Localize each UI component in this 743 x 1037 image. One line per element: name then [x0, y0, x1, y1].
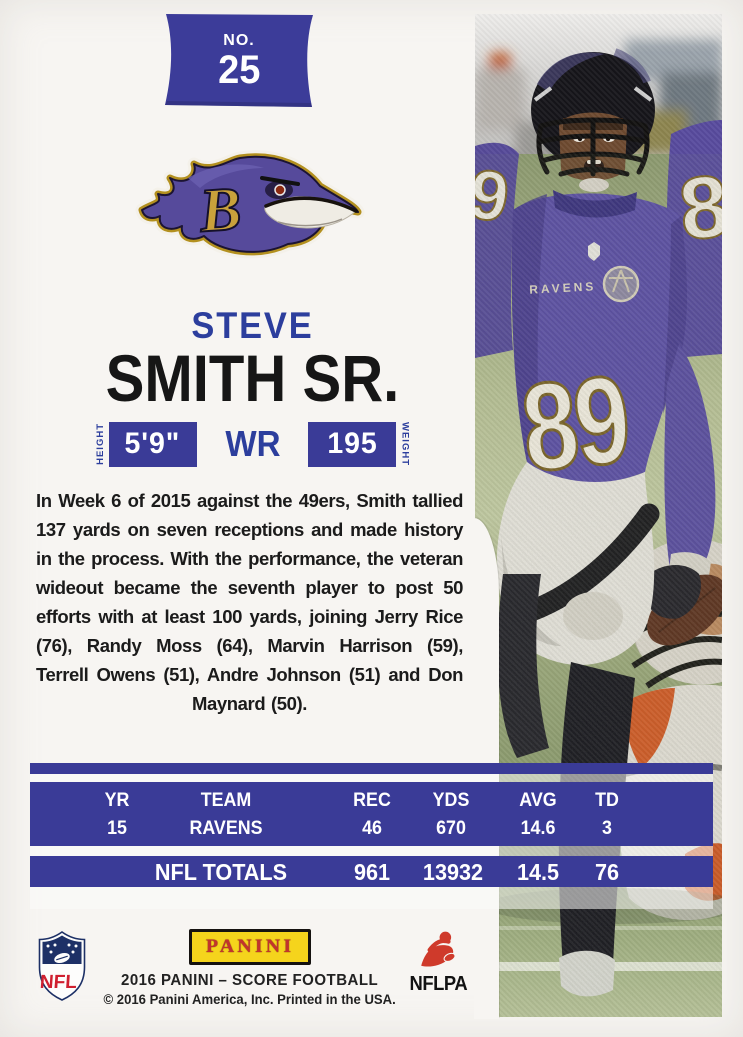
height-value: 5'9" — [124, 427, 181, 460]
copyright-line: © 2016 Panini America, Inc. Printed in t… — [103, 992, 397, 1007]
stats-header-yr: YR — [104, 790, 130, 811]
totals-yds: 13932 — [422, 859, 483, 885]
stats-team: RAVENS — [189, 818, 263, 839]
stats-table: YR TEAM REC YDS AVG TD 15 RAVENS 46 670 … — [30, 763, 713, 909]
stats-yr: 15 — [106, 818, 127, 839]
totals-label: NFL TOTALS — [155, 859, 288, 885]
nflpa-logo: NFLPA — [406, 929, 470, 996]
stats-yds: 670 — [436, 818, 467, 839]
weight-value-box: 195 — [308, 421, 397, 467]
stats-header-td: TD — [595, 790, 620, 811]
stats-td: 3 — [602, 818, 613, 839]
stats-main-block: YR TEAM REC YDS AVG TD 15 RAVENS 46 670 … — [30, 782, 713, 846]
bio-bar: HEIGHT 5'9" WR 195 WEIGHT — [30, 421, 475, 467]
player-first-name: STEVE — [191, 305, 314, 346]
card-number-label: NO. — [223, 31, 255, 49]
totals-td: 76 — [595, 859, 620, 885]
product-line: 2016 PANINI – SCORE FOOTBALL — [121, 972, 379, 989]
raven-head: B — [128, 148, 366, 264]
weight-label: WEIGHT — [399, 422, 411, 466]
stats-header-avg: AVG — [519, 790, 557, 811]
bio-paragraph: In Week 6 of 2015 against the 49ers, Smi… — [36, 490, 463, 714]
height-label: HEIGHT — [94, 423, 106, 465]
stats-rec: 46 — [361, 818, 382, 839]
stats-avg: 14.6 — [520, 818, 556, 839]
stats-totals-bar: NFL TOTALS 961 13932 14.5 76 — [30, 856, 713, 887]
stats-top-bar — [30, 763, 713, 774]
totals-rec: 961 — [353, 859, 390, 885]
nflpa-label: NFLPA — [409, 973, 467, 995]
stats-header-rec: REC — [352, 790, 391, 811]
nfl-logo: NFL — [38, 931, 86, 1001]
nflpa-player-icon — [421, 931, 456, 967]
footer-center: PANINI 2016 PANINI – SCORE FOOTBALL © 20… — [30, 929, 470, 1007]
panini-logo: PANINI — [189, 929, 311, 965]
ravens-logo-icon: B — [128, 148, 366, 264]
nfl-shield-icon: NFL — [38, 931, 86, 1001]
nfl-label: NFL — [39, 972, 78, 993]
ravens-b-monogram: B — [197, 175, 244, 246]
player-last-name: SMITH SR. — [105, 341, 400, 415]
pennant-shape — [165, 14, 313, 107]
height-value-box: 5'9" — [108, 421, 197, 467]
card-number: 25 — [217, 47, 261, 92]
totals-avg: 14.5 — [517, 859, 560, 885]
weight-value: 195 — [327, 427, 378, 460]
card-number-banner: NO. 25 — [160, 12, 318, 109]
stats-header-yds: YDS — [433, 790, 470, 811]
stats-header-team: TEAM — [200, 790, 252, 811]
panini-logo-text: PANINI — [205, 936, 295, 957]
position-value: WR — [224, 423, 281, 464]
